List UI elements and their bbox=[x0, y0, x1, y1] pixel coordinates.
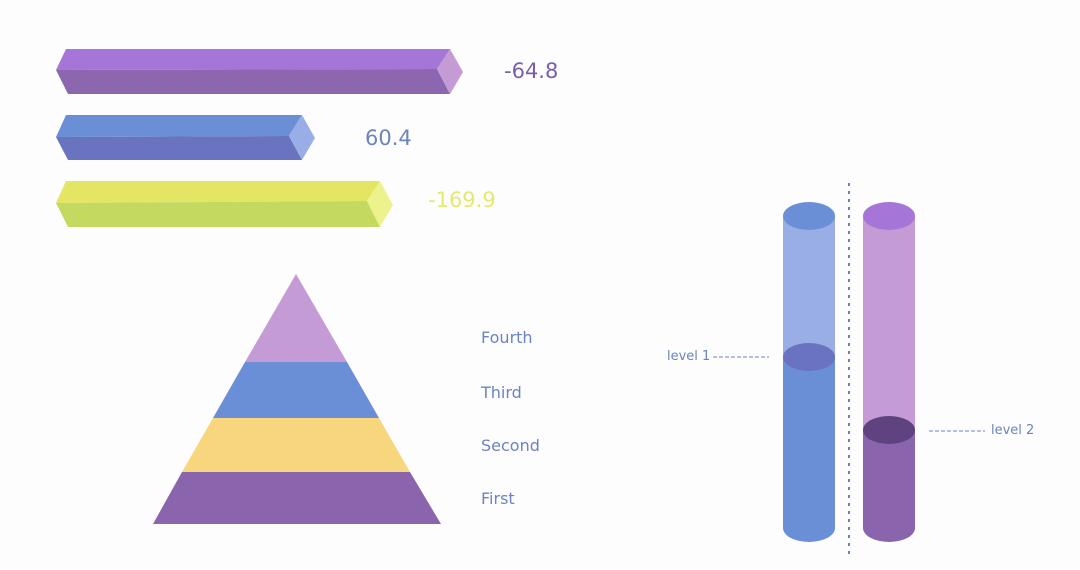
pyramid-label-first: First bbox=[481, 489, 515, 508]
bar-3 bbox=[56, 181, 393, 227]
pyramid-second bbox=[182, 418, 410, 472]
cylinder-2 bbox=[863, 202, 915, 542]
pyramid-label-third: Third bbox=[481, 383, 522, 402]
bar-2-value: 60.4 bbox=[365, 126, 412, 150]
pyramid-chart bbox=[153, 274, 441, 524]
pyramid-label-second: Second bbox=[481, 436, 540, 455]
level-2-label: level 2 bbox=[991, 423, 1035, 438]
cylinder-1 bbox=[783, 202, 835, 542]
bar-3-value: -169.9 bbox=[428, 188, 496, 212]
bar-1 bbox=[56, 49, 463, 94]
pyramid-fourth bbox=[245, 274, 347, 362]
level-1-label: level 1 bbox=[667, 349, 711, 364]
pyramid-first bbox=[153, 472, 441, 524]
bar-1-value: -64.8 bbox=[504, 59, 559, 83]
pyramid-third bbox=[213, 362, 379, 418]
pyramid-label-fourth: Fourth bbox=[481, 328, 533, 347]
bar-2 bbox=[56, 115, 315, 160]
